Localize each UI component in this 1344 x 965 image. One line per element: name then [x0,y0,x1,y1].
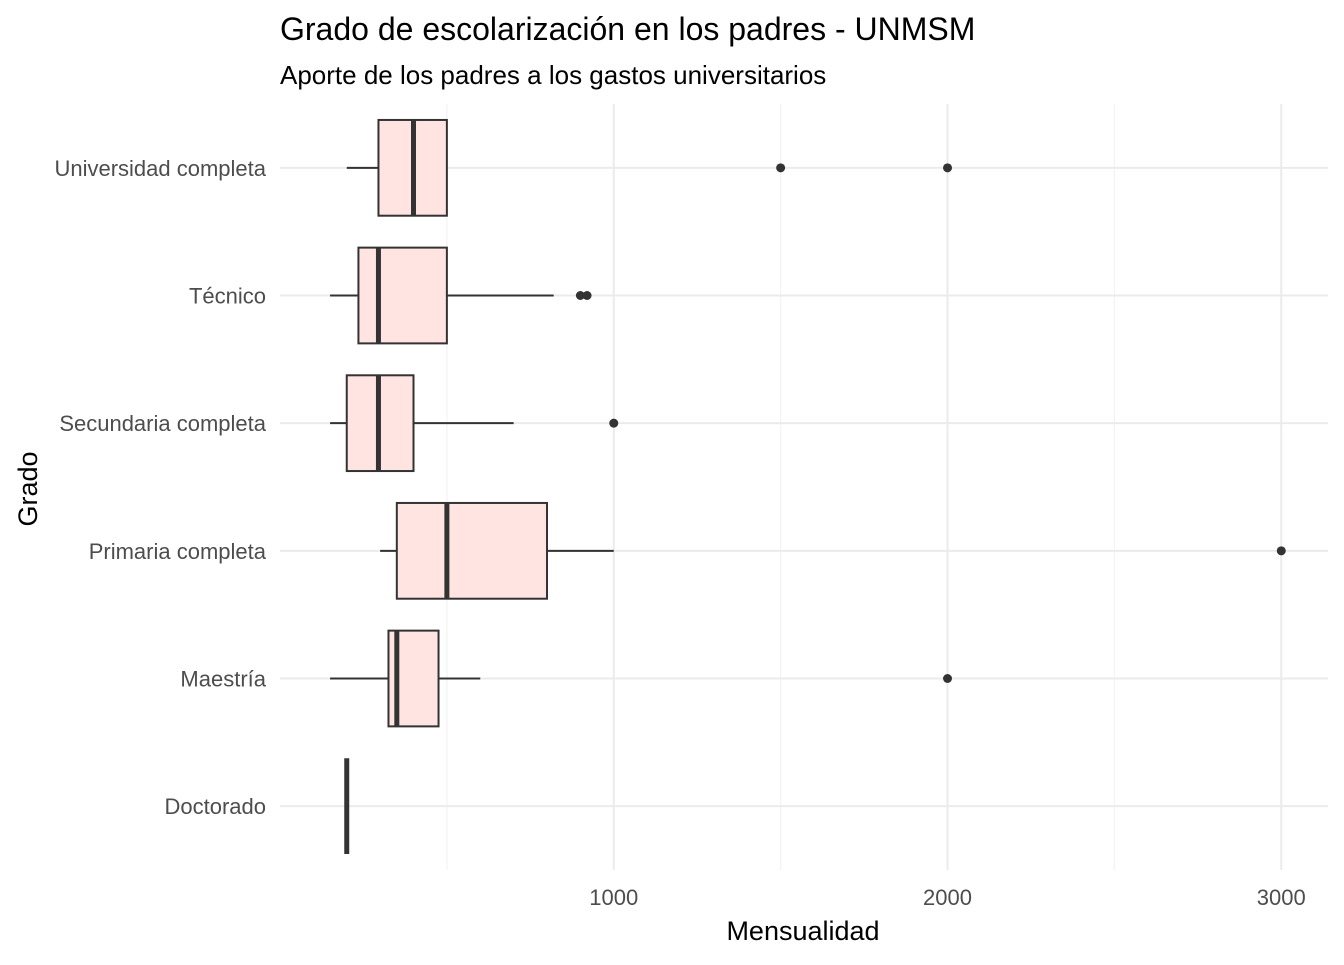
outlier-point [943,163,953,173]
box-group [330,374,619,473]
outlier-point [1276,546,1286,556]
box [357,246,448,345]
y-tick-label: Universidad completa [54,156,266,181]
outlier-point [943,674,953,683]
outlier-point [575,291,585,300]
y-axis-title: Grado [13,451,43,526]
y-tick-label: Técnico [189,284,266,309]
box-group [330,629,953,728]
y-tick-label: Primaria completa [89,539,267,564]
box-group [380,501,1286,600]
outlier-point [582,291,592,300]
box-group [346,118,953,217]
axis-labels: 1000 2000 3000 Universidad completa Técnico S… [54,156,1305,910]
y-tick-label: Doctorado [164,794,266,819]
y-tick-label: Secundaria completa [59,411,266,436]
chart-subtitle: Aporte de los padres a los gastos univer… [280,60,826,90]
outlier-point [776,163,786,173]
chart-title: Grado de escolarización en los padres - … [280,11,975,47]
grid [280,104,1328,870]
x-tick-label: 1000 [589,885,638,910]
box-group [330,246,592,345]
x-tick-label: 2000 [923,885,972,910]
x-axis-title: Mensualidad [726,916,879,946]
box [395,501,549,600]
x-tick-label: 3000 [1257,885,1306,910]
outlier-point [609,418,619,428]
y-tick-label: Maestría [180,667,266,692]
boxes [330,118,1286,855]
